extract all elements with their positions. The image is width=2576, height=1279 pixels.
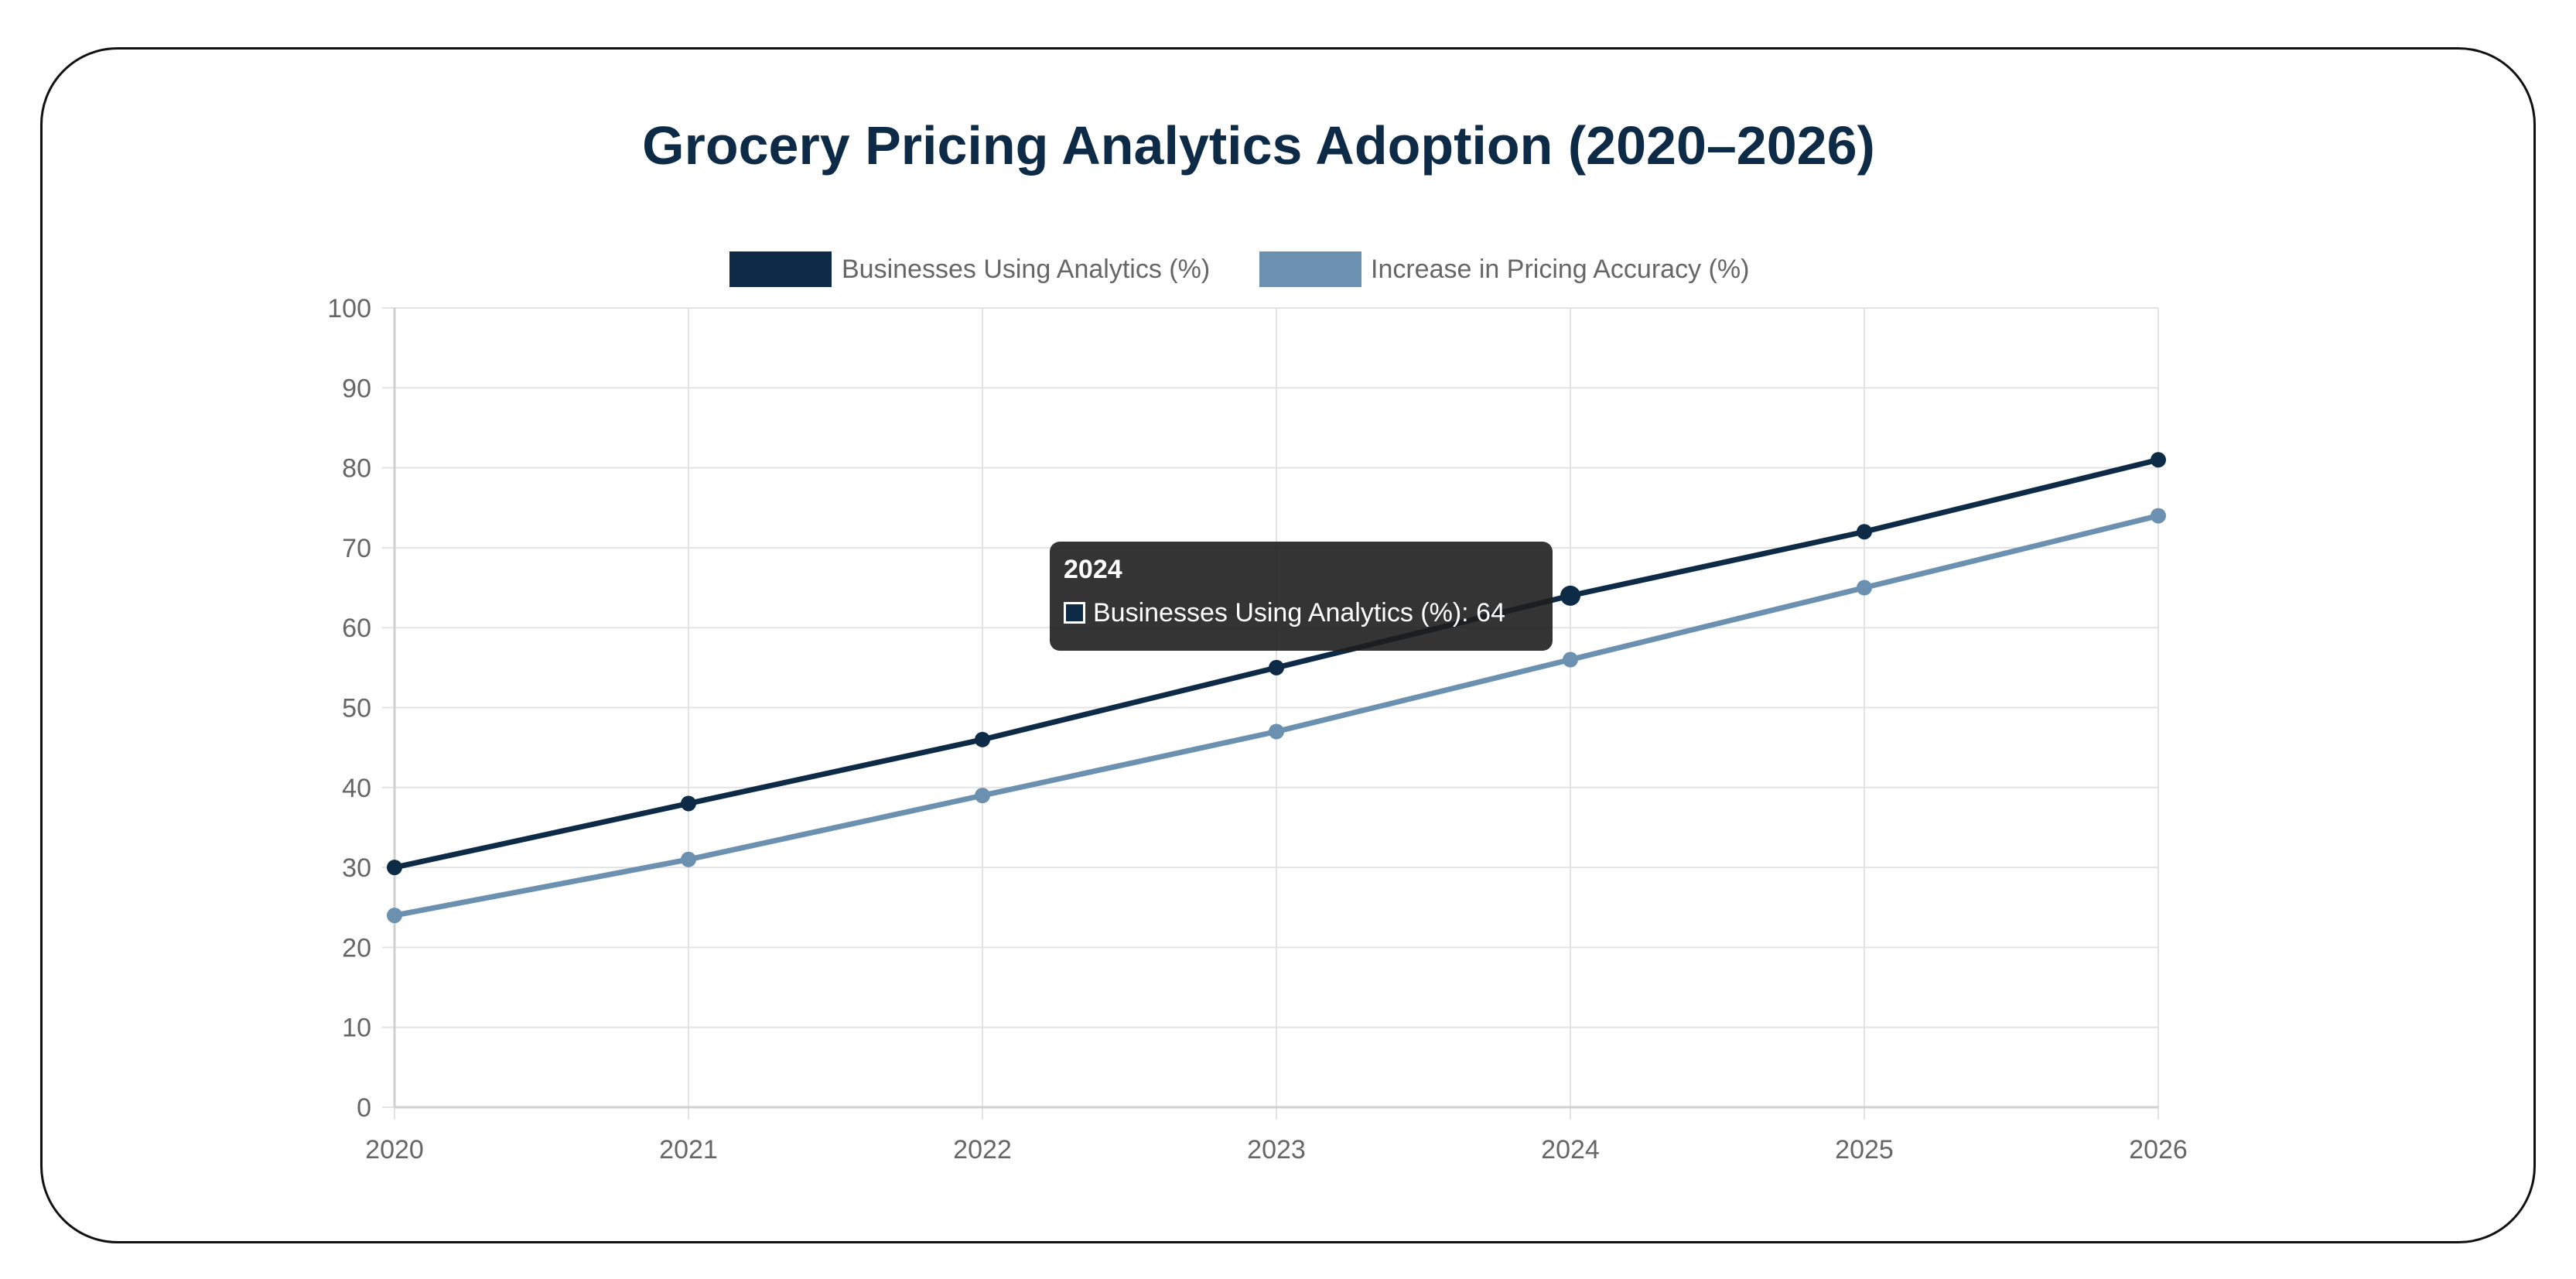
- legend-swatch-businesses-using-analytics[interactable]: [729, 251, 832, 287]
- y-axis-ticks: 0 10 20 30 40 50 60 70 80 90 100: [327, 294, 371, 1123]
- data-point-series-1[interactable]: [681, 851, 696, 867]
- x-tick-label: 2020: [365, 1135, 424, 1164]
- y-tick-label: 30: [342, 853, 371, 883]
- y-tick-label: 40: [342, 774, 371, 803]
- y-tick-label: 90: [342, 374, 371, 403]
- y-tick-label: 20: [342, 933, 371, 963]
- data-point-series-0[interactable]: [1857, 524, 1872, 540]
- data-point-series-1[interactable]: [387, 908, 402, 924]
- chart-title: Grocery Pricing Analytics Adoption (2020…: [642, 115, 1875, 176]
- tooltip-title: 2024: [1064, 555, 1122, 584]
- x-tick-label: 2024: [1541, 1135, 1600, 1164]
- data-point-series-0[interactable]: [387, 860, 402, 876]
- data-point-series-1[interactable]: [1563, 651, 1578, 668]
- data-point-series-0[interactable]: [681, 795, 696, 812]
- grid-lines: [382, 307, 2159, 1120]
- legend: Businesses Using Analytics (%) Increase …: [729, 251, 1749, 287]
- data-point-series-0[interactable]: [2151, 452, 2166, 468]
- x-tick-label: 2023: [1247, 1135, 1306, 1164]
- y-tick-label: 50: [342, 694, 371, 723]
- x-tick-label: 2026: [2129, 1135, 2188, 1164]
- axes: [393, 308, 2158, 1109]
- x-axis-ticks: 2020 2021 2022 2023 2024 2025 2026: [365, 1135, 2188, 1164]
- y-tick-label: 100: [327, 294, 371, 323]
- data-point-series-0[interactable]: [975, 731, 990, 747]
- data-point-series-1[interactable]: [2151, 508, 2166, 524]
- data-point-series-1[interactable]: [975, 788, 990, 804]
- legend-label-businesses-using-analytics[interactable]: Businesses Using Analytics (%): [842, 255, 1210, 284]
- y-tick-label: 10: [342, 1014, 371, 1043]
- data-point-series-1[interactable]: [1857, 580, 1872, 596]
- x-tick-label: 2021: [659, 1135, 718, 1164]
- y-tick-label: 60: [342, 614, 371, 643]
- tooltip-label: Businesses Using Analytics (%): 64: [1093, 598, 1505, 628]
- y-tick-label: 80: [342, 454, 371, 484]
- tooltip-color-swatch: [1064, 602, 1085, 624]
- data-point-series-0[interactable]: [1269, 659, 1284, 675]
- legend-label-increase-in-pricing-accuracy[interactable]: Increase in Pricing Accuracy (%): [1371, 255, 1749, 284]
- data-point-series-1[interactable]: [1269, 723, 1284, 740]
- y-tick-label: 70: [342, 534, 371, 563]
- tooltip-row: Businesses Using Analytics (%): 64: [1064, 597, 1539, 628]
- data-point-series-0[interactable]: [1560, 585, 1580, 606]
- x-tick-label: 2022: [953, 1135, 1012, 1164]
- y-tick-label: 0: [357, 1093, 371, 1123]
- legend-swatch-increase-in-pricing-accuracy[interactable]: [1259, 251, 1361, 287]
- tooltip: 2024 Businesses Using Analytics (%): 64: [1050, 542, 1553, 651]
- series-lines: [387, 452, 2166, 924]
- x-tick-label: 2025: [1835, 1135, 1894, 1164]
